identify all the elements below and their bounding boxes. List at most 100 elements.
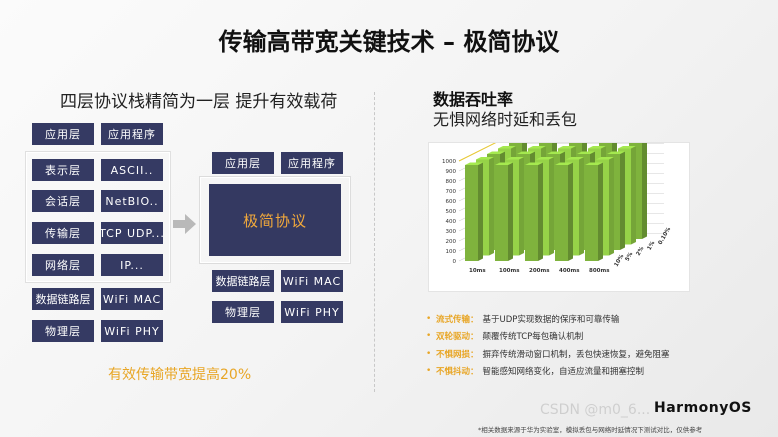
bar xyxy=(465,165,478,261)
x-tick-label: 200ms xyxy=(529,268,550,274)
brand-logo: HarmonyOS xyxy=(654,400,752,416)
feature-key: 流式传输： xyxy=(436,314,479,325)
x-tick-label: 10ms xyxy=(469,268,486,274)
y-tick-label: 1000 xyxy=(442,159,456,165)
bar-side xyxy=(538,162,543,261)
divider xyxy=(374,92,375,392)
bullet-dot-icon: • xyxy=(426,348,432,359)
feature-key: 不惧抖动： xyxy=(436,367,479,378)
stack-layer-application: 应用层 xyxy=(32,123,94,145)
stack-content-datalink: WiFi MAC xyxy=(101,288,163,310)
arrow-right-icon xyxy=(173,214,196,234)
feature-text: 摒弃传统滑动窗口机制，丢包快速恢复，避免阻塞 xyxy=(482,349,670,360)
y-tick-label: 400 xyxy=(446,219,457,225)
bar-top xyxy=(618,146,636,149)
stack-layer-session: 会话层 xyxy=(32,190,94,212)
y-tick-label: 300 xyxy=(446,229,457,235)
feature-text: 基于UDP实现数据的保序和可靠传输 xyxy=(482,314,620,325)
list-item: • 不惧抖动： 智能感知网络变化，自适应流量和拥塞控制 xyxy=(426,363,670,381)
bar-side xyxy=(642,140,647,239)
bar-top xyxy=(476,157,494,160)
new-content-application: 应用程序 xyxy=(281,152,343,174)
bar-top xyxy=(585,162,603,165)
minimal-protocol-box: 极简协议 xyxy=(209,184,341,256)
bar-top xyxy=(555,162,573,165)
bullet-dot-icon: • xyxy=(426,366,432,377)
new-layer-application: 应用层 xyxy=(212,152,274,174)
bar-side xyxy=(609,157,614,256)
feature-list: • 流式传输： 基于UDP实现数据的保序和可靠传输 • 双轮驱动： 颠覆传统TC… xyxy=(426,310,670,380)
bar-side xyxy=(631,146,636,245)
bar-side xyxy=(549,157,554,256)
throughput-chart-svg: 0 100 200 300 400 500 600 700 800 900 1000 10ms 100m… xyxy=(442,133,673,274)
bullet-dot-icon: • xyxy=(426,313,432,324)
bar-top xyxy=(607,151,625,154)
bar-top xyxy=(566,157,584,160)
feature-text: 颠覆传统TCP每包确认机制 xyxy=(482,332,584,343)
minimal-protocol-frame: 极简协议 xyxy=(200,177,350,263)
throughput-subtitle: 无惧网络时延和丢包 xyxy=(433,110,578,129)
feature-text: 智能感知网络变化，自适应流量和拥塞控制 xyxy=(482,367,645,378)
feature-key: 双轮驱动： xyxy=(436,332,479,343)
depth-tick-label: 10% xyxy=(614,253,626,268)
stack-content-transport: TCP UDP... xyxy=(101,222,163,244)
bar-side xyxy=(508,162,513,261)
bar-top xyxy=(596,157,614,160)
new-content-datalink: WiFi MAC xyxy=(281,270,343,292)
y-tick-label: 900 xyxy=(446,169,457,175)
left-subtitle: 四层协议栈精简为一层 提升有效载荷 xyxy=(60,92,338,112)
stack-layer-physical: 物理层 xyxy=(32,320,94,342)
bar-top xyxy=(558,146,576,149)
stack-content-network: IP... xyxy=(101,254,163,276)
watermark: CSDN @m0_6... xyxy=(540,402,651,418)
throughput-title: 数据吞吐率 xyxy=(433,90,514,109)
slide-title: 传输高带宽关键技术 – 极简协议 xyxy=(218,28,560,56)
x-tick-label: 800ms xyxy=(589,268,610,274)
list-item: • 双轮驱动： 颠覆传统TCP每包确认机制 xyxy=(426,328,670,346)
stack-content-physical: WiFi PHY xyxy=(101,320,163,342)
throughput-chart: 0 100 200 300 400 500 600 700 800 900 1000 10ms 100m… xyxy=(428,133,690,292)
x-tick-label: 400ms xyxy=(559,268,580,274)
bar-top xyxy=(517,151,535,154)
feature-key: 不惧网损： xyxy=(436,349,479,360)
list-item: • 流式传输： 基于UDP实现数据的保序和可靠传输 xyxy=(426,310,670,328)
y-tick-label: 700 xyxy=(446,189,457,195)
x-tick-label: 100ms xyxy=(499,268,520,274)
bar xyxy=(585,165,598,261)
bar-side xyxy=(568,162,573,261)
stack-content-application: 应用程序 xyxy=(101,123,163,145)
y-tick-label: 100 xyxy=(446,249,457,255)
bar-top xyxy=(577,151,595,154)
list-item: • 不惧网损： 摒弃传统滑动窗口机制，丢包快速恢复，避免阻塞 xyxy=(426,345,670,363)
stack-layer-transport: 传输层 xyxy=(32,222,94,244)
bar-top xyxy=(465,162,483,165)
bar-side xyxy=(519,157,524,256)
bar-side xyxy=(579,157,584,256)
bar-top xyxy=(547,151,565,154)
new-layer-datalink: 数据链路层 xyxy=(212,270,274,292)
stack-layer-datalink: 数据链路层 xyxy=(32,288,94,310)
bar-side xyxy=(620,151,625,250)
y-tick-label: 800 xyxy=(446,179,457,185)
new-layer-physical: 物理层 xyxy=(212,301,274,323)
bar-top xyxy=(528,146,546,149)
footnote: *相关数据来源于华为实验室，模拟丢包与网络时延情况下测试对比，仅供参考 xyxy=(478,426,703,434)
bar-top xyxy=(525,162,543,165)
bar-top xyxy=(588,146,606,149)
bar-side xyxy=(489,157,494,256)
depth-tick-label: 2% xyxy=(636,245,646,257)
bar-side xyxy=(598,162,603,261)
depth-tick-label: 0.10% xyxy=(658,226,673,246)
depth-tick-label: 5% xyxy=(625,251,635,263)
replaced-layers-frame xyxy=(26,152,170,282)
bar-top xyxy=(487,151,505,154)
bar xyxy=(555,165,568,261)
depth-tick-label: 1% xyxy=(647,240,657,252)
stack-content-presentation: ASCII.. xyxy=(101,159,163,181)
bandwidth-note: 有效传输带宽提高20% xyxy=(108,367,252,383)
stack-layer-network: 网络层 xyxy=(32,254,94,276)
bar-side xyxy=(478,162,483,261)
stack-layer-presentation: 表示层 xyxy=(32,159,94,181)
y-tick-label: 200 xyxy=(446,239,457,245)
bar xyxy=(495,165,508,261)
